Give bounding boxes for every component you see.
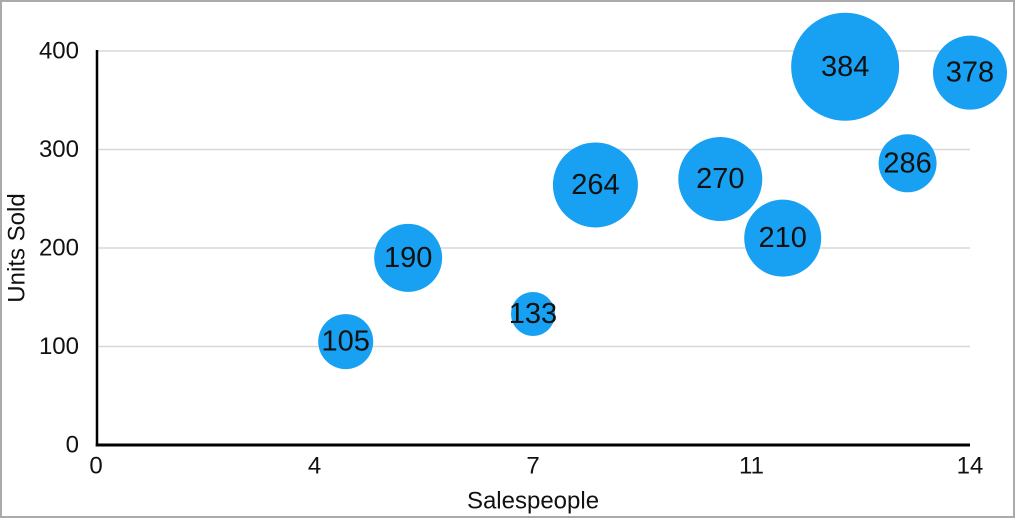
bubble-label-286: 286 bbox=[883, 147, 931, 179]
tick-labels-layer: 0 100 200 300 400 0 4 7 11 14 bbox=[39, 38, 983, 480]
bubble-190[interactable] bbox=[374, 223, 443, 292]
x-tick-label-14: 14 bbox=[957, 453, 984, 480]
bubble-105[interactable] bbox=[318, 314, 374, 370]
bubble-label-210: 210 bbox=[759, 222, 807, 254]
bubble-133[interactable] bbox=[511, 291, 555, 336]
bubbles-layer: 105 190 133 264 270 210 384 286 378 bbox=[318, 12, 1007, 370]
bubble-210[interactable] bbox=[744, 199, 822, 277]
x-axis-title: Salespeople bbox=[467, 488, 599, 515]
x-tick-label-4: 4 bbox=[308, 453, 321, 480]
y-tick-label-300: 300 bbox=[39, 136, 79, 163]
bubble-264[interactable] bbox=[552, 142, 638, 228]
x-tick-label-7: 7 bbox=[526, 453, 539, 480]
bubble-286[interactable] bbox=[878, 134, 937, 193]
bubble-label-378: 378 bbox=[946, 57, 994, 89]
bubble-label-384: 384 bbox=[821, 51, 869, 83]
bubble-384[interactable] bbox=[791, 12, 900, 121]
bubble-label-190: 190 bbox=[384, 242, 432, 274]
y-tick-label-0: 0 bbox=[66, 432, 79, 459]
x-tick-label-11: 11 bbox=[739, 453, 764, 480]
bubble-label-264: 264 bbox=[571, 169, 619, 201]
y-tick-label-100: 100 bbox=[39, 333, 79, 360]
bubble-378[interactable] bbox=[933, 35, 1007, 110]
bubble-label-270: 270 bbox=[696, 163, 744, 195]
x-tick-label-0: 0 bbox=[89, 453, 102, 480]
bubble-270[interactable] bbox=[678, 137, 763, 222]
bubble-label-133: 133 bbox=[509, 298, 557, 330]
y-tick-label-200: 200 bbox=[39, 235, 79, 262]
bubble-label-105: 105 bbox=[322, 326, 370, 358]
y-axis-title: Units Sold bbox=[4, 193, 31, 302]
y-tick-label-400: 400 bbox=[39, 38, 79, 65]
